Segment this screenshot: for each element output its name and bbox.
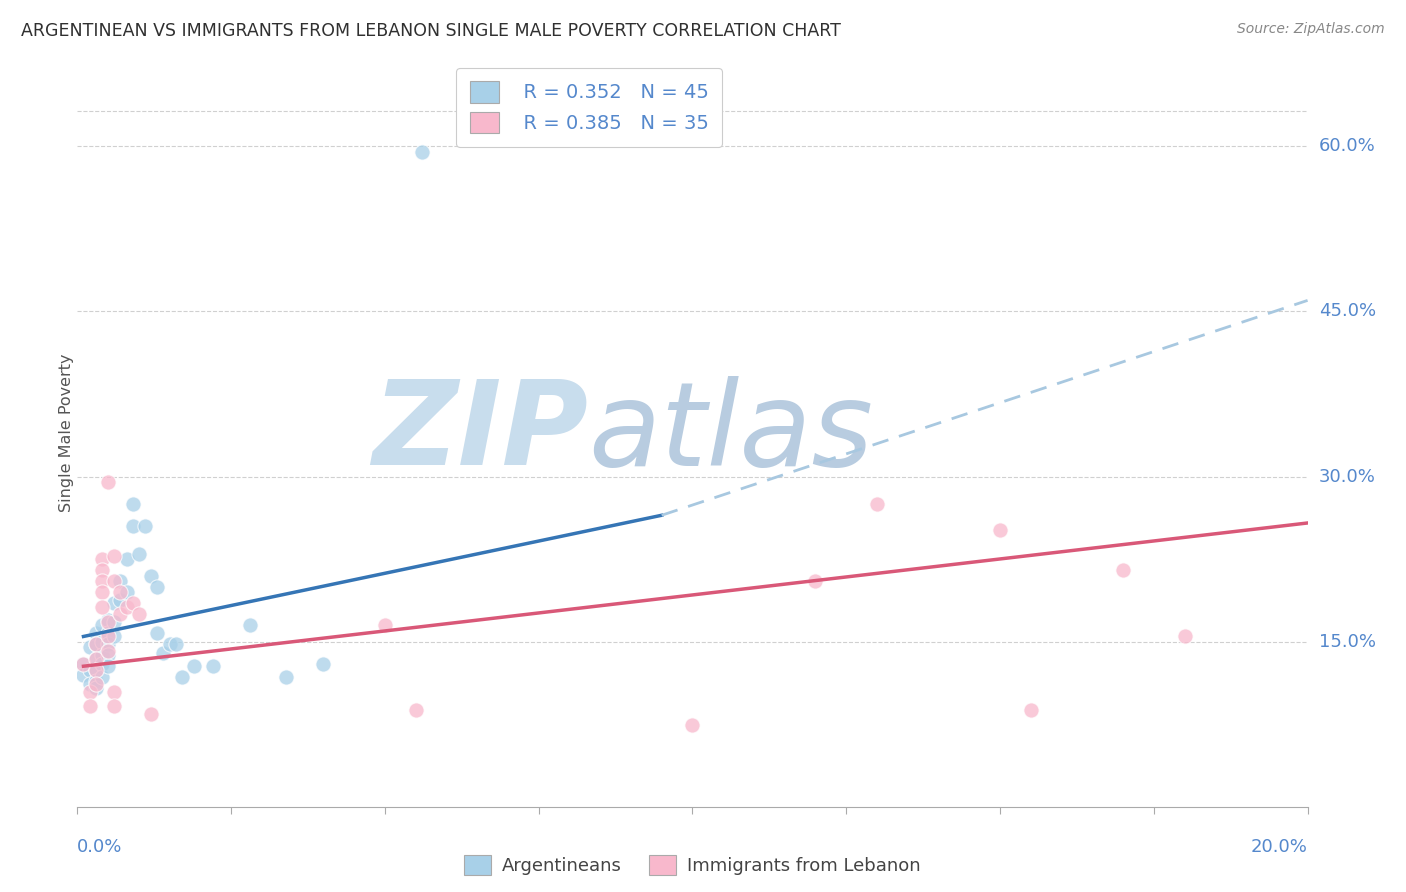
Point xyxy=(97,659,120,673)
Point xyxy=(103,698,125,713)
Point xyxy=(405,703,427,717)
Point xyxy=(201,659,224,673)
Point xyxy=(97,648,120,663)
Point xyxy=(79,684,101,698)
Point xyxy=(90,563,114,577)
Point xyxy=(90,552,114,566)
Point xyxy=(79,663,101,677)
Text: 15.0%: 15.0% xyxy=(1319,633,1375,651)
Point xyxy=(84,663,107,677)
Point xyxy=(239,618,262,632)
Text: 45.0%: 45.0% xyxy=(1319,302,1376,320)
Text: 20.0%: 20.0% xyxy=(1251,838,1308,855)
Point xyxy=(128,607,150,622)
Point xyxy=(141,569,163,583)
Point xyxy=(90,670,114,684)
Point xyxy=(103,630,125,644)
Point xyxy=(90,574,114,589)
Point xyxy=(90,648,114,663)
Point xyxy=(115,585,138,599)
Point xyxy=(90,657,114,671)
Point xyxy=(152,646,174,660)
Point xyxy=(411,145,433,159)
Point xyxy=(72,668,94,682)
Point xyxy=(84,626,107,640)
Text: Source: ZipAtlas.com: Source: ZipAtlas.com xyxy=(1237,22,1385,37)
Point xyxy=(84,677,107,691)
Point xyxy=(84,651,107,665)
Point xyxy=(103,596,125,610)
Point xyxy=(79,698,101,713)
Point xyxy=(165,637,187,651)
Point xyxy=(121,519,143,533)
Point xyxy=(141,706,163,721)
Text: ARGENTINEAN VS IMMIGRANTS FROM LEBANON SINGLE MALE POVERTY CORRELATION CHART: ARGENTINEAN VS IMMIGRANTS FROM LEBANON S… xyxy=(21,22,841,40)
Point xyxy=(72,657,94,671)
Point xyxy=(183,659,205,673)
Point xyxy=(97,475,120,490)
Point xyxy=(110,574,132,589)
Point xyxy=(276,670,298,684)
Point xyxy=(84,651,107,665)
Point xyxy=(79,640,101,655)
Point xyxy=(90,599,114,614)
Point xyxy=(90,635,114,649)
Point xyxy=(146,626,169,640)
Point xyxy=(90,585,114,599)
Point xyxy=(804,574,827,589)
Point xyxy=(1174,630,1197,644)
Point xyxy=(84,637,107,651)
Text: atlas: atlas xyxy=(588,376,873,490)
Point xyxy=(1112,563,1135,577)
Point xyxy=(103,684,125,698)
Point xyxy=(312,657,335,671)
Point xyxy=(97,637,120,651)
Point xyxy=(170,670,193,684)
Point xyxy=(110,607,132,622)
Point xyxy=(103,574,125,589)
Text: 60.0%: 60.0% xyxy=(1319,137,1375,155)
Point xyxy=(110,593,132,607)
Y-axis label: Single Male Poverty: Single Male Poverty xyxy=(59,353,73,512)
Point xyxy=(90,618,114,632)
Point xyxy=(128,547,150,561)
Point xyxy=(1019,703,1042,717)
Point xyxy=(159,637,181,651)
Point xyxy=(72,657,94,671)
Point xyxy=(84,637,107,651)
Point xyxy=(374,618,396,632)
Point xyxy=(988,523,1011,537)
Point xyxy=(121,596,143,610)
Point xyxy=(84,663,107,677)
Point xyxy=(115,552,138,566)
Point xyxy=(97,630,120,644)
Point xyxy=(682,717,704,731)
Point xyxy=(146,580,169,594)
Text: ZIP: ZIP xyxy=(371,376,588,490)
Text: 30.0%: 30.0% xyxy=(1319,467,1375,486)
Point xyxy=(97,644,120,658)
Point xyxy=(866,497,889,511)
Point xyxy=(103,615,125,629)
Point xyxy=(97,613,120,627)
Point xyxy=(84,673,107,688)
Point xyxy=(97,615,120,629)
Point xyxy=(103,549,125,563)
Point xyxy=(134,519,156,533)
Point xyxy=(97,626,120,640)
Point xyxy=(110,585,132,599)
Point xyxy=(79,677,101,691)
Point xyxy=(115,599,138,614)
Point xyxy=(84,681,107,696)
Legend: Argentineans, Immigrants from Lebanon: Argentineans, Immigrants from Lebanon xyxy=(456,847,929,884)
Point xyxy=(121,497,143,511)
Text: 0.0%: 0.0% xyxy=(77,838,122,855)
